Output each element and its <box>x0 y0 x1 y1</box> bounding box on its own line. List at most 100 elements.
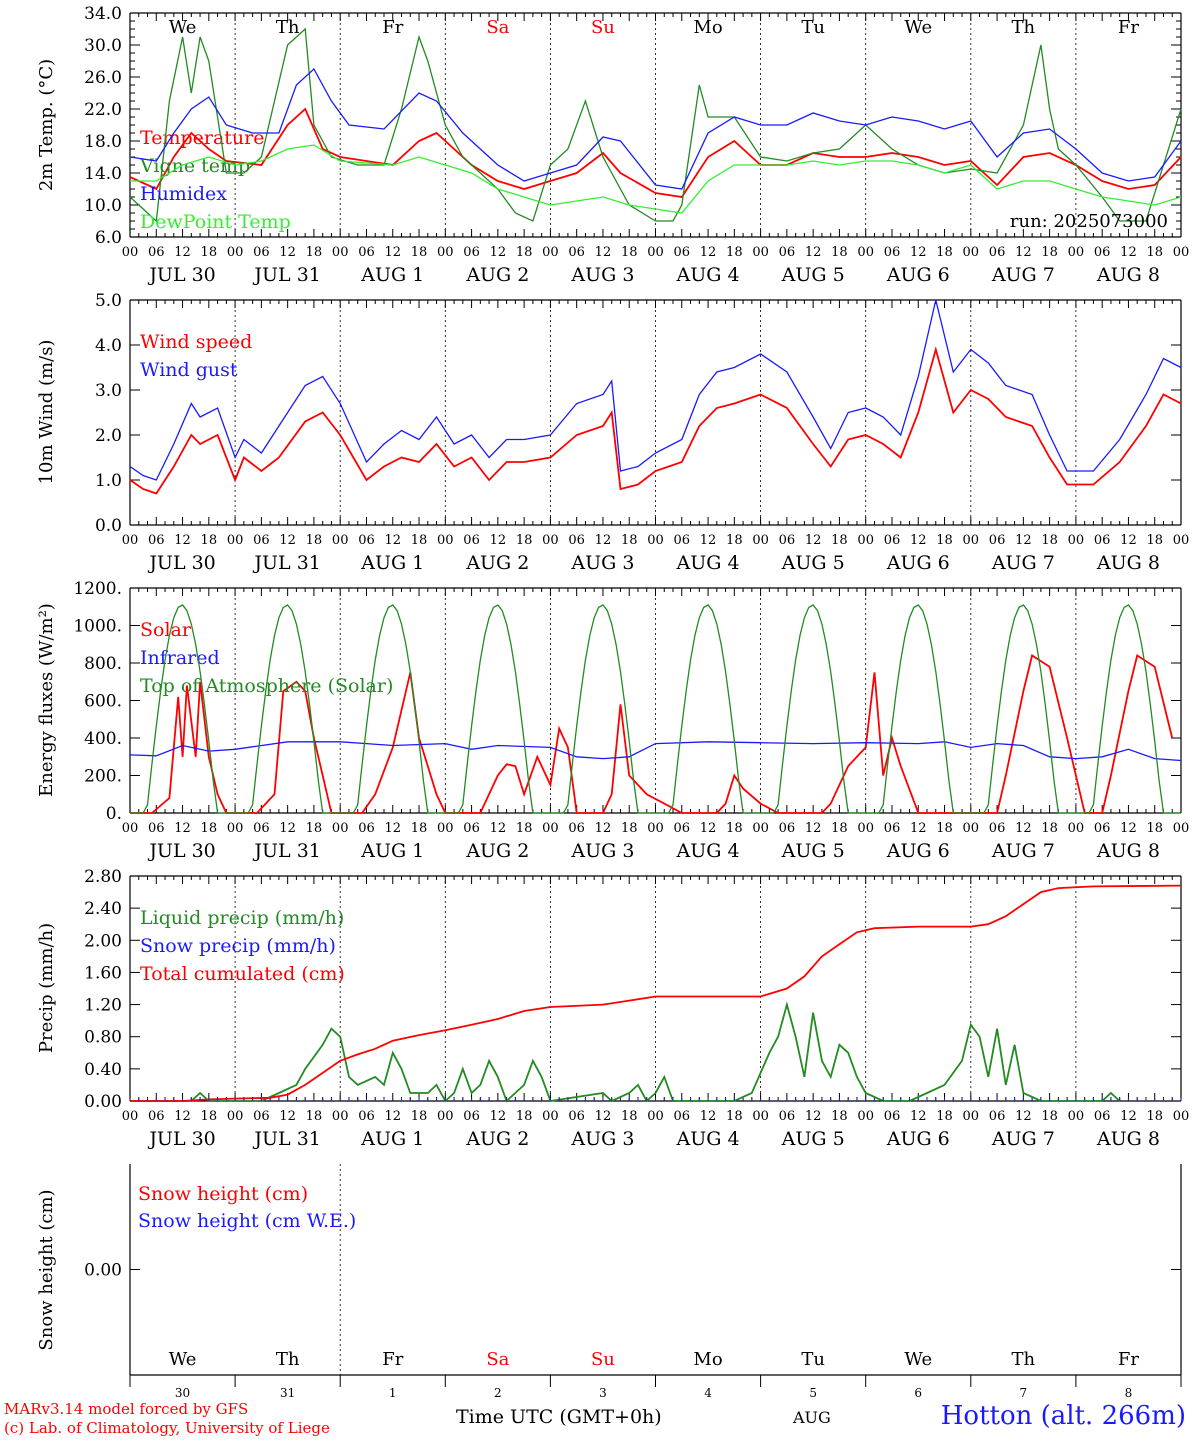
hour-tick-label: 12 <box>910 245 927 260</box>
hour-tick-label: 06 <box>253 245 270 260</box>
date-label: AUG 1 <box>360 840 424 862</box>
legend-entry: Temperature <box>140 127 264 149</box>
y-tick-label: 1.20 <box>84 996 122 1016</box>
hour-tick-label: 00 <box>1068 245 1085 260</box>
legend-entry: Wind gust <box>140 359 238 381</box>
hour-tick-label: 06 <box>989 245 1006 260</box>
hour-tick-label: 06 <box>779 821 796 836</box>
y-tick-label: 18.0 <box>84 132 122 152</box>
hour-tick-label: 06 <box>674 821 691 836</box>
legend-entry: DewPoint Temp <box>140 211 291 233</box>
hour-tick-label: 00 <box>857 821 874 836</box>
hour-tick-label: 06 <box>463 245 480 260</box>
day-number-label: 7 <box>1020 1386 1028 1400</box>
hour-tick-label: 06 <box>884 533 901 548</box>
hour-tick-label: 18 <box>516 533 533 548</box>
hour-tick-label: 00 <box>332 821 349 836</box>
hour-tick-label: 00 <box>227 245 244 260</box>
hour-tick-label: 06 <box>884 245 901 260</box>
hour-tick-label: 18 <box>726 821 743 836</box>
hour-tick-label: 12 <box>700 245 717 260</box>
hour-tick-label: 18 <box>306 1109 323 1124</box>
hour-tick-label: 00 <box>963 821 980 836</box>
series-line <box>129 27 1182 223</box>
hour-tick-label: 12 <box>1120 1109 1137 1124</box>
y-axis-label: Precip (mm/h) <box>36 923 57 1053</box>
hour-tick-label: 18 <box>201 245 218 260</box>
series-line <box>129 67 1182 190</box>
hour-tick-label: 12 <box>910 1109 927 1124</box>
series-line <box>130 1001 1121 1103</box>
hour-tick-label: 12 <box>805 1109 822 1124</box>
y-tick-label: 34.0 <box>84 4 122 24</box>
legend-entry: Vigne temp <box>139 155 250 177</box>
hour-tick-label: 00 <box>857 245 874 260</box>
hour-tick-label: 06 <box>674 1109 691 1124</box>
date-label: AUG 3 <box>570 264 634 286</box>
weekday-label: Tu <box>801 1349 825 1370</box>
legend-entry: Solar <box>140 619 192 641</box>
y-tick-label: 400. <box>84 729 122 749</box>
hour-tick-label: 12 <box>700 533 717 548</box>
hour-tick-label: 06 <box>989 821 1006 836</box>
hour-tick-label: 00 <box>857 1109 874 1124</box>
hour-tick-label: 06 <box>148 245 165 260</box>
hour-tick-label: 18 <box>726 245 743 260</box>
legend-entry: Infrared <box>140 647 220 669</box>
hour-tick-label: 18 <box>621 533 638 548</box>
date-label: AUG 2 <box>465 552 529 574</box>
legend-entry: Snow precip (mm/h) <box>140 935 336 957</box>
weekday-label: Th <box>276 17 300 38</box>
hour-tick-label: 00 <box>542 821 559 836</box>
date-label: AUG 5 <box>781 264 845 286</box>
hour-tick-label: 00 <box>647 821 664 836</box>
hour-tick-label: 00 <box>963 1109 980 1124</box>
hour-tick-label: 06 <box>148 821 165 836</box>
series-line <box>130 144 1182 214</box>
legend-entry: Liquid precip (mm/h) <box>140 907 344 929</box>
weekday-label: Fr <box>382 17 403 38</box>
hour-tick-label: 18 <box>726 1109 743 1124</box>
hour-tick-label: 18 <box>516 245 533 260</box>
hour-tick-label: 12 <box>384 1109 401 1124</box>
series-line <box>129 346 1182 495</box>
date-label: AUG 8 <box>1096 1128 1160 1150</box>
hour-tick-label: 06 <box>779 245 796 260</box>
series-line <box>129 741 1182 762</box>
date-label: AUG 7 <box>991 264 1055 286</box>
hour-tick-label: 18 <box>1146 821 1163 836</box>
hour-tick-label: 00 <box>542 245 559 260</box>
legend-entry: Snow height (cm W.E.) <box>138 1210 356 1232</box>
weekday-label: Th <box>276 1349 300 1370</box>
hour-tick-label: 00 <box>1173 1109 1190 1124</box>
date-label: AUG 2 <box>465 264 529 286</box>
hour-tick-label: 18 <box>621 821 638 836</box>
hour-tick-label: 12 <box>805 533 822 548</box>
hour-tick-label: 18 <box>411 821 428 836</box>
hour-tick-label: 06 <box>989 1109 1006 1124</box>
date-label: AUG 7 <box>991 552 1055 574</box>
hour-tick-label: 00 <box>122 1109 139 1124</box>
hour-tick-label: 00 <box>1173 821 1190 836</box>
day-number-label: 6 <box>914 1386 922 1400</box>
x-axis-title: Time UTC (GMT+0h) <box>456 1406 662 1428</box>
day-number-label: 1 <box>389 1386 397 1400</box>
hour-tick-label: 12 <box>279 821 296 836</box>
y-tick-label: 0.00 <box>84 1261 122 1281</box>
weekday-label: Mo <box>693 17 722 38</box>
hour-tick-label: 06 <box>253 1109 270 1124</box>
weekday-label: Fr <box>1118 17 1139 38</box>
series-line <box>129 107 1182 198</box>
hour-tick-label: 12 <box>1015 821 1032 836</box>
hour-tick-label: 12 <box>910 533 927 548</box>
hour-tick-label: 06 <box>674 245 691 260</box>
hour-tick-label: 06 <box>358 1109 375 1124</box>
hour-tick-label: 18 <box>201 821 218 836</box>
hour-tick-label: 00 <box>963 245 980 260</box>
hour-tick-label: 00 <box>857 533 874 548</box>
weekday-label: Fr <box>1118 1349 1139 1370</box>
weekday-label: Fr <box>382 1349 403 1370</box>
weekday-label: Su <box>591 1349 615 1370</box>
hour-tick-label: 12 <box>805 245 822 260</box>
day-number-label: 3 <box>599 1386 607 1400</box>
